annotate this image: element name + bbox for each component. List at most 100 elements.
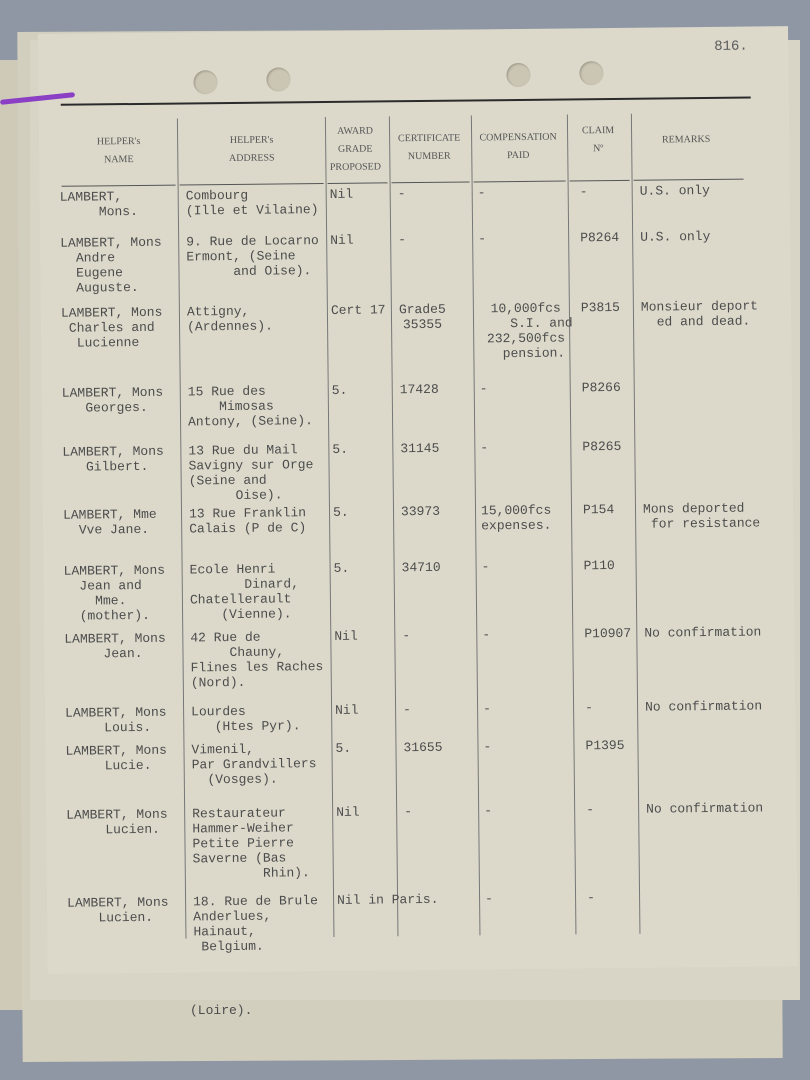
row-8-claim: P10907 xyxy=(584,625,632,642)
row-3-award: Cert 17 xyxy=(330,302,386,318)
row-8-award: Nil xyxy=(334,628,358,644)
header-underline xyxy=(473,180,566,183)
row-2-remarks: U.S. only xyxy=(640,228,711,245)
row-6-compensation: 15,000fcs expenses. xyxy=(480,502,552,534)
row-5-compensation: - xyxy=(480,440,489,456)
row-10-claim: P1395 xyxy=(585,737,625,754)
row-4-compensation: - xyxy=(479,381,488,397)
row-4-award: 5. xyxy=(331,382,348,398)
row-4-claim: P8266 xyxy=(581,379,621,396)
punch-hole xyxy=(266,67,291,92)
row-10-certificate: 31655 xyxy=(403,739,443,756)
row-1-award: Nil xyxy=(329,186,354,202)
row-2-name: LAMBERT, Mons Andre Eugene Auguste. xyxy=(60,234,162,296)
header-compensation: COMPENSATION PAID xyxy=(479,131,557,162)
row-6-award: 5. xyxy=(332,504,349,520)
row-10-address: Vimenil, Par Grandvillers (Vosges). xyxy=(191,741,317,788)
row-7-address: Ecole Henri Dinard, Chatellerault (Vienn… xyxy=(189,561,300,623)
row-1-certificate: - xyxy=(397,186,406,202)
row-9-remarks: No confirmation xyxy=(645,698,763,715)
header-underline xyxy=(569,179,630,182)
column-divider xyxy=(566,114,577,935)
header-certificate: CERTIFICATE NUMBER xyxy=(397,132,461,163)
row-3-certificate: Grade5 35355 xyxy=(398,301,446,333)
row-8-compensation: - xyxy=(482,627,491,643)
row-9-address: Lourdes (Htes Pyr). xyxy=(191,703,301,735)
row-3-name: LAMBERT, Mons Charles and Lucienne xyxy=(60,304,163,351)
row-5-name: LAMBERT, Mons Gilbert. xyxy=(62,443,164,475)
row-1-name: LAMBERT, Mons. xyxy=(59,189,138,220)
header-rule xyxy=(60,96,751,106)
header-address: HELPER's ADDRESS xyxy=(228,134,275,165)
row-12-compensation: - xyxy=(485,891,493,907)
row-9-name: LAMBERT, Mons Louis. xyxy=(65,704,167,736)
header-underline xyxy=(179,183,324,186)
page-number: 816. xyxy=(714,38,748,55)
row-5-award: 5. xyxy=(332,441,349,457)
underlying-sheet-text: (Loire). xyxy=(190,1003,253,1018)
header-remarks: REMARKS xyxy=(661,133,711,146)
row-12-claim: - xyxy=(586,890,595,906)
row-10-award: 5. xyxy=(335,740,352,756)
row-1-compensation: - xyxy=(477,185,486,201)
row-7-compensation: - xyxy=(481,559,490,575)
row-7-name: LAMBERT, Mons Jean and Mme. (mother). xyxy=(63,562,166,624)
row-1-claim: - xyxy=(579,184,588,200)
row-4-address: 15 Rue des Mimosas Antony, (Seine). xyxy=(187,383,313,430)
row-12-name: LAMBERT, Mons Lucien. xyxy=(67,894,169,926)
column-divider xyxy=(176,118,187,939)
row-6-claim: P154 xyxy=(582,501,615,518)
row-7-claim: P110 xyxy=(583,557,615,574)
row-2-address: 9. Rue de Locarno Ermont, (Seine and Ois… xyxy=(186,233,319,280)
row-9-award: Nil xyxy=(335,702,359,718)
header-underline xyxy=(61,184,176,187)
row-9-compensation: - xyxy=(483,701,491,717)
row-11-award: Nil xyxy=(336,804,360,820)
header-name: HELPER's NAME xyxy=(96,135,141,166)
document-page: 816. HELPER's NAME HELPER's ADDRESS AWAR… xyxy=(38,26,798,974)
row-9-certificate: - xyxy=(403,702,411,718)
row-6-certificate: 33973 xyxy=(400,503,441,520)
row-2-compensation: - xyxy=(478,231,487,247)
row-2-certificate: - xyxy=(398,232,407,248)
header-underline xyxy=(633,178,744,181)
row-8-certificate: - xyxy=(402,628,411,644)
row-10-name: LAMBERT, Mons Lucie. xyxy=(65,742,168,774)
punch-hole xyxy=(193,70,218,95)
row-8-address: 42 Rue de Chauny, Flines les Raches (Nor… xyxy=(190,629,324,691)
header-underline xyxy=(327,182,388,184)
row-11-name: LAMBERT, Mons Lucien. xyxy=(66,806,168,838)
row-1-address: Combourg (Ille et Vilaine) xyxy=(185,187,319,219)
header-award: AWARD GRADE PROPOSED xyxy=(329,125,382,173)
row-2-award: Nil xyxy=(330,232,354,248)
row-9-claim: - xyxy=(585,700,593,716)
header-underline xyxy=(391,181,470,184)
row-4-name: LAMBERT, Mons Georges. xyxy=(61,384,164,416)
row-3-claim: P3815 xyxy=(580,299,620,316)
row-12-address: 18. Rue de Brule Anderlues, Hainaut, Bel… xyxy=(193,893,318,955)
row-12-award: Nil in Paris. xyxy=(337,891,439,908)
row-3-address: Attigny, (Ardennes). xyxy=(186,303,273,335)
punch-hole xyxy=(506,62,531,88)
row-11-certificate: - xyxy=(404,804,413,820)
row-5-claim: P8265 xyxy=(582,438,622,455)
row-3-compensation: 10,000fcs S.I. and 232,500fcs pension. xyxy=(478,300,573,362)
row-7-award: 5. xyxy=(333,560,350,576)
column-divider xyxy=(630,113,641,934)
row-1-remarks: U.S. only xyxy=(639,182,710,199)
punch-hole xyxy=(579,61,604,86)
row-11-address: Restaurateur Hammer-Weiher Petite Pierre… xyxy=(192,805,310,882)
row-6-address: 13 Rue Franklin Calais (P de C) xyxy=(188,505,307,537)
row-2-claim: P8264 xyxy=(580,229,620,246)
row-11-compensation: - xyxy=(484,803,493,819)
row-8-name: LAMBERT, Mons Jean. xyxy=(64,630,166,662)
row-6-remarks: Mons deported for resistance xyxy=(642,500,761,532)
row-4-certificate: 17428 xyxy=(399,381,439,398)
column-divider xyxy=(388,116,399,937)
header-claim: CLAIM Nº xyxy=(581,124,615,155)
row-5-certificate: 31145 xyxy=(400,440,440,457)
row-6-name: LAMBERT, Mme Vve Jane. xyxy=(62,506,157,538)
row-5-address: 13 Rue du Mail Savigny sur Orge (Seine a… xyxy=(188,442,314,504)
row-10-compensation: - xyxy=(483,739,492,755)
row-7-certificate: 34710 xyxy=(401,559,441,576)
